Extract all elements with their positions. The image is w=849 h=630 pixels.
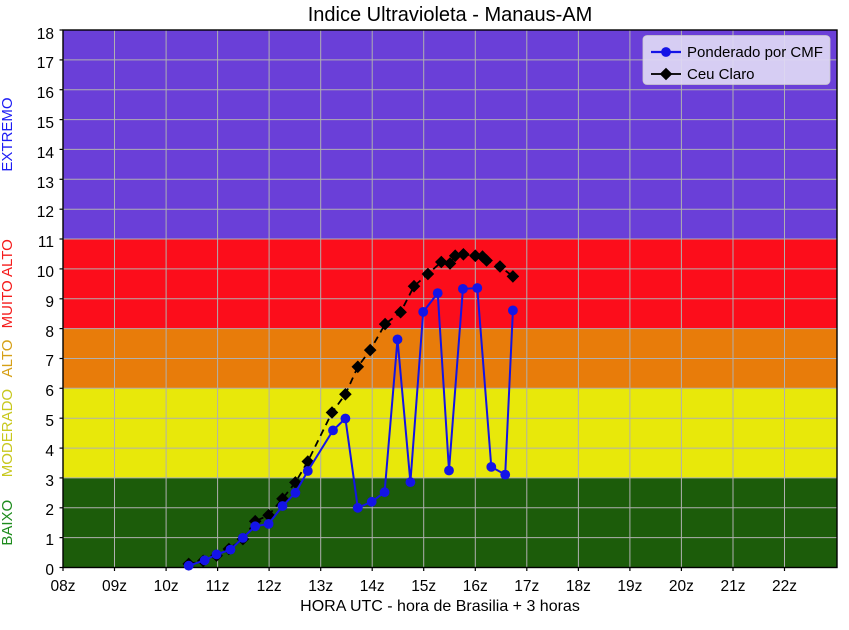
svg-text:MODERADO: MODERADO [0, 389, 16, 477]
svg-text:3: 3 [45, 473, 54, 490]
svg-text:10: 10 [37, 264, 55, 281]
svg-text:09z: 09z [102, 578, 127, 595]
svg-text:20z: 20z [669, 578, 694, 595]
svg-text:14z: 14z [360, 578, 385, 595]
svg-text:21z: 21z [721, 578, 746, 595]
svg-text:9: 9 [45, 294, 54, 311]
svg-text:0: 0 [45, 562, 54, 579]
svg-text:16: 16 [37, 85, 54, 102]
svg-text:18z: 18z [566, 578, 591, 595]
svg-text:1: 1 [45, 532, 54, 549]
svg-text:HORA UTC - hora de Brasilia +: HORA UTC - hora de Brasilia + 3 horas [300, 598, 580, 615]
svg-text:2: 2 [45, 502, 54, 519]
svg-text:ALTO: ALTO [0, 340, 16, 378]
svg-text:5: 5 [45, 413, 54, 430]
svg-text:Ponderado por CMF: Ponderado por CMF [687, 44, 823, 61]
svg-text:18: 18 [37, 26, 54, 43]
svg-text:BAIXO: BAIXO [0, 500, 16, 546]
svg-text:15z: 15z [411, 578, 436, 595]
svg-text:08z: 08z [51, 578, 76, 595]
svg-text:13: 13 [37, 175, 54, 192]
svg-text:Ceu Claro: Ceu Claro [687, 66, 755, 83]
svg-text:MUITO ALTO: MUITO ALTO [0, 239, 16, 328]
svg-text:13z: 13z [308, 578, 333, 595]
svg-text:12: 12 [37, 204, 54, 221]
svg-text:7: 7 [45, 353, 54, 370]
svg-text:17z: 17z [514, 578, 539, 595]
svg-text:17: 17 [37, 55, 54, 72]
svg-text:6: 6 [45, 383, 54, 400]
svg-text:10z: 10z [154, 578, 179, 595]
svg-text:11: 11 [38, 234, 54, 251]
svg-text:Indice Ultravioleta - Manaus-A: Indice Ultravioleta - Manaus-AM [308, 4, 593, 26]
svg-text:4: 4 [45, 443, 54, 460]
svg-text:14: 14 [37, 145, 55, 162]
svg-text:19z: 19z [617, 578, 642, 595]
svg-text:16z: 16z [463, 578, 488, 595]
svg-text:EXTREMO: EXTREMO [0, 97, 16, 171]
svg-text:8: 8 [45, 324, 54, 341]
svg-text:12z: 12z [257, 578, 282, 595]
svg-text:15: 15 [37, 115, 54, 132]
svg-text:22z: 22z [772, 578, 797, 595]
svg-text:11z: 11z [206, 578, 230, 595]
